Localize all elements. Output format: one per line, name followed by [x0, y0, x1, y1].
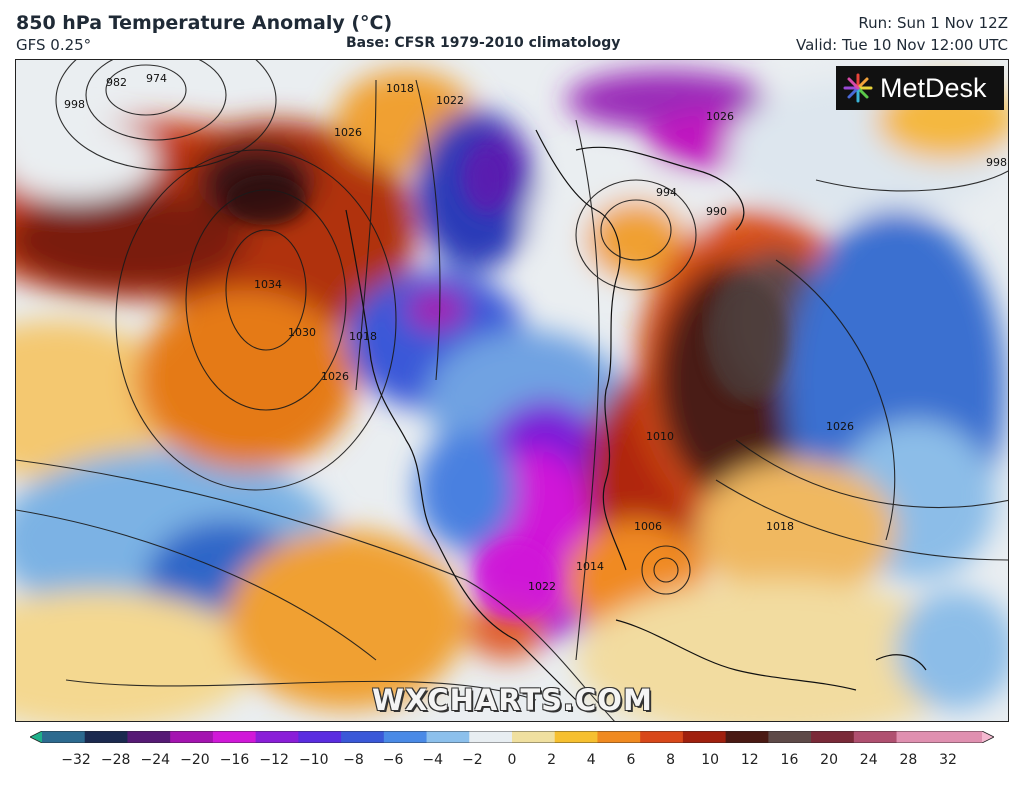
- isobar-label: 1026: [334, 126, 362, 139]
- isobar-label: 990: [706, 205, 727, 218]
- map-canvas: 982 974 998 1018 1022 1026 1034 1030 102…: [16, 60, 1008, 721]
- colorbar-segment: [255, 731, 299, 743]
- colorbar: [30, 731, 994, 743]
- colorbar-tick-label: −28: [100, 752, 131, 768]
- isobar-label: 1018: [766, 520, 794, 533]
- colorbar-segment: [640, 731, 684, 743]
- anomaly-field: [16, 70, 1008, 721]
- isobar-label: 1014: [576, 560, 604, 573]
- isobars: [16, 60, 1008, 721]
- run-time: Run: Sun 1 Nov 12Z: [858, 14, 1008, 32]
- anomaly-detail: [226, 150, 786, 620]
- colorbar-segment: [554, 731, 598, 743]
- isobar-label: 1030: [288, 326, 316, 339]
- colorbar-tick-label: −4: [422, 752, 444, 768]
- colorbar-tick-label: −8: [343, 752, 364, 768]
- colorbar-segment: [512, 731, 556, 743]
- colorbar-tick-label: 6: [626, 752, 636, 768]
- colorbar-segment: [84, 731, 128, 743]
- colorbar-tick-label: 12: [740, 752, 759, 768]
- colorbar-segment: [127, 731, 171, 743]
- chart-title: 850 hPa Temperature Anomaly (°C): [16, 12, 393, 34]
- colorbar-min-arrow: [30, 731, 42, 743]
- valid-time: Valid: Tue 10 Nov 12:00 UTC: [796, 36, 1008, 54]
- metdesk-logo: MetDesk: [836, 66, 1004, 110]
- colorbar-segment: [42, 731, 86, 743]
- isobar-label: 1034: [254, 278, 282, 291]
- colorbar-segment: [939, 731, 983, 743]
- isobar-label: 1022: [436, 94, 464, 107]
- colorbar-max-arrow: [982, 731, 994, 743]
- anomaly-map: 982 974 998 1018 1022 1026 1034 1030 102…: [15, 59, 1009, 722]
- coastlines: [345, 129, 927, 701]
- isobar-label: 974: [146, 72, 167, 85]
- colorbar-segment: [341, 731, 385, 743]
- colorbar-tick-label: −12: [259, 752, 289, 768]
- isobar-label: 1022: [528, 580, 556, 593]
- colorbar-segment: [768, 731, 812, 743]
- model-label: GFS 0.25°: [16, 36, 92, 54]
- colorbar-tick-label: −6: [382, 752, 404, 768]
- isobar-label: 1018: [386, 82, 414, 95]
- colorbar-tick-label: 8: [666, 752, 675, 768]
- isobar-label: 1026: [826, 420, 854, 433]
- colorbar-ticks: −32 −28 −24 −20 −16 −12 −10 −8 −6 −4 −2 0 2 4 6 8 10 12 16…: [30, 752, 994, 772]
- isobar-label: 982: [106, 76, 127, 89]
- isobar-label: 998: [986, 156, 1007, 169]
- isobar-label: 998: [64, 98, 85, 111]
- watermark: WXCHARTS.COM: [372, 683, 653, 717]
- colorbar-tick-label: 2: [547, 752, 557, 768]
- colorbar-tick-label: −32: [61, 752, 91, 768]
- isobar-label: 1026: [321, 370, 349, 383]
- colorbar-tick-label: 10: [701, 752, 720, 768]
- colorbar-segment: [896, 731, 940, 743]
- colorbar-tick-label: −24: [140, 752, 171, 768]
- colorbar-tick-label: −10: [299, 752, 329, 768]
- colorbar-tick-label: 28: [899, 752, 918, 768]
- colorbar-segment: [426, 731, 470, 743]
- colorbar-tick-label: −16: [219, 752, 250, 768]
- colorbar-segment: [811, 731, 855, 743]
- isobar-label: 1018: [349, 330, 377, 343]
- colorbar-segment: [298, 731, 342, 743]
- colorbar-tick-label: 20: [820, 752, 838, 768]
- colorbar-tick-label: 0: [507, 752, 517, 768]
- colorbar-tick-label: −2: [462, 752, 483, 768]
- colorbar-segment: [682, 731, 727, 743]
- colorbar-segment: [469, 731, 513, 743]
- sunburst-logo-icon: [843, 73, 873, 103]
- isobar-label: 994: [656, 186, 677, 199]
- isobar-label: 1026: [706, 110, 734, 123]
- isobar-label: 1010: [646, 430, 674, 443]
- colorbar-segment: [212, 731, 257, 743]
- colorbar-segment: [170, 731, 214, 743]
- colorbar-tick-label: 4: [586, 752, 596, 768]
- colorbar-segment: [597, 731, 641, 743]
- climatology-base: Base: CFSR 1979-2010 climatology: [346, 35, 621, 51]
- isobar-label: 1006: [634, 520, 662, 533]
- colorbar-tick-label: 16: [780, 752, 799, 768]
- colorbar-segment: [853, 731, 898, 743]
- colorbar-segment: [383, 731, 428, 743]
- colorbar-segment: [725, 731, 769, 743]
- logo-text: MetDesk: [880, 72, 987, 103]
- colorbar-tick-label: −20: [180, 752, 210, 768]
- colorbar-tick-label: 32: [939, 752, 957, 768]
- isobar-labels: 982 974 998 1018 1022 1026 1034 1030 102…: [64, 72, 1007, 593]
- colorbar-tick-label: 24: [859, 752, 878, 768]
